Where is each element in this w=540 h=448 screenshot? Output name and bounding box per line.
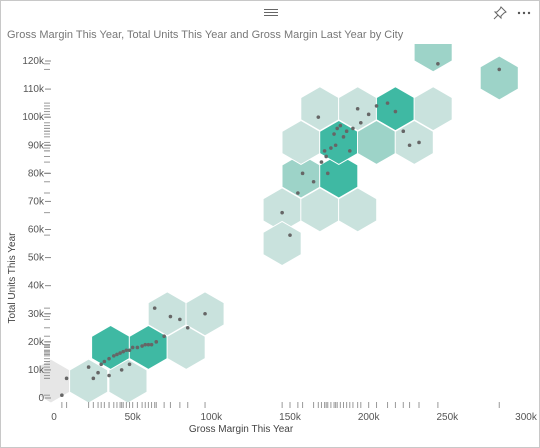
- y-tick-label: 10k: [28, 365, 45, 376]
- data-point: [143, 342, 148, 347]
- data-point: [385, 101, 390, 105]
- data-point: [329, 146, 333, 150]
- data-point: [407, 143, 412, 148]
- data-point: [130, 345, 135, 350]
- data-point: [96, 370, 100, 375]
- data-point: [135, 345, 140, 350]
- data-point: [146, 342, 151, 347]
- data-point: [324, 154, 328, 159]
- data-point: [288, 233, 292, 237]
- y-axis-title: Total Units This Year: [7, 232, 18, 324]
- x-tick-label: 300k: [515, 412, 538, 423]
- data-point: [119, 368, 124, 372]
- data-point: [316, 115, 321, 119]
- data-point: [355, 106, 360, 111]
- x-tick-label: 150k: [279, 412, 302, 423]
- data-point: [497, 67, 502, 72]
- y-tick-label: 30k: [28, 309, 45, 320]
- data-point: [333, 143, 338, 148]
- data-point: [127, 362, 132, 367]
- data-point: [335, 126, 340, 131]
- data-point: [322, 149, 327, 153]
- data-point: [149, 342, 154, 347]
- data-point: [162, 334, 166, 339]
- data-point: [436, 62, 440, 66]
- data-point: [111, 354, 116, 358]
- data-point: [344, 129, 349, 134]
- data-point: [366, 112, 371, 117]
- data-point: [347, 149, 352, 153]
- data-point: [280, 210, 284, 215]
- data-point: [185, 325, 190, 330]
- data-point: [168, 314, 173, 319]
- x-tick-label: 50k: [125, 412, 142, 423]
- data-point: [319, 160, 324, 164]
- data-point: [124, 348, 129, 353]
- data-point: [374, 104, 379, 108]
- data-point: [351, 126, 355, 131]
- data-point: [311, 179, 316, 184]
- data-point: [91, 376, 96, 381]
- data-point: [325, 171, 330, 176]
- data-point: [300, 171, 305, 176]
- y-tick-label: 100k: [22, 112, 45, 123]
- data-point: [341, 135, 346, 139]
- pin-icon[interactable]: [493, 6, 507, 20]
- x-axis-title: Gross Margin This Year: [189, 424, 294, 435]
- data-point: [118, 351, 122, 355]
- hexbin: [338, 187, 378, 233]
- data-point: [60, 393, 64, 397]
- y-tick-label: 0: [38, 393, 44, 404]
- data-point: [99, 362, 103, 367]
- data-point: [107, 356, 111, 361]
- data-point: [107, 373, 111, 378]
- data-point: [359, 120, 363, 125]
- y-tick-label: 80k: [28, 168, 45, 179]
- data-point: [140, 344, 144, 348]
- data-point: [393, 109, 398, 114]
- data-point: [86, 365, 91, 369]
- data-point: [417, 140, 421, 145]
- data-point: [203, 311, 207, 316]
- y-tick-label: 20k: [28, 337, 45, 348]
- hexbin: [262, 220, 302, 267]
- data-point: [152, 306, 157, 310]
- data-point: [338, 123, 343, 128]
- y-tick-label: 40k: [28, 281, 45, 292]
- data-point: [178, 317, 182, 322]
- data-point: [332, 132, 336, 136]
- chart-title: Gross Margin This Year, Total Units This…: [7, 29, 404, 41]
- y-tick-label: 70k: [28, 196, 45, 207]
- y-tick-label: 110k: [23, 84, 45, 95]
- data-point: [127, 348, 132, 353]
- more-options-icon[interactable]: [517, 6, 531, 20]
- hexbin: [69, 358, 109, 404]
- drag-handle-icon[interactable]: [264, 9, 278, 17]
- data-point: [154, 340, 159, 344]
- x-tick-label: 100k: [200, 412, 223, 423]
- hexbin: [479, 55, 519, 101]
- data-point: [64, 376, 69, 381]
- y-tick-label: 50k: [28, 253, 45, 264]
- data-point: [401, 129, 406, 134]
- x-tick-label: 250k: [436, 412, 459, 423]
- y-tick-label: 120k: [22, 56, 45, 67]
- hexbin: [413, 44, 453, 73]
- x-tick-label: 200k: [358, 412, 381, 423]
- hexbin: [413, 86, 453, 132]
- y-tick-label: 90k: [28, 140, 45, 151]
- data-point: [102, 359, 107, 364]
- x-tick-label: 0: [51, 412, 57, 423]
- data-point: [115, 352, 119, 357]
- data-point: [296, 191, 300, 195]
- y-tick-label: 60k: [28, 225, 45, 236]
- data-point: [121, 349, 126, 354]
